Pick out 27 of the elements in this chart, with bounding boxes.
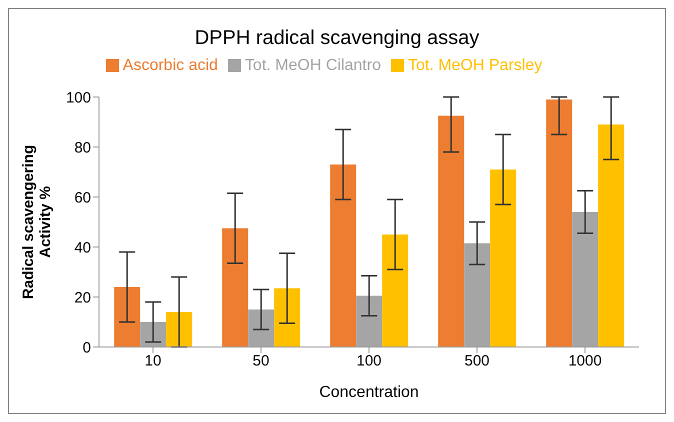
y-tick-label: 20 xyxy=(74,289,91,306)
bar xyxy=(438,116,464,347)
bar xyxy=(546,100,572,347)
x-tick-label: 10 xyxy=(144,352,162,370)
bar xyxy=(490,170,516,347)
x-axis-title: Concentration xyxy=(319,384,419,401)
x-tick-label: 1000 xyxy=(568,352,602,370)
y-axis-title: Radical scavengering Activity % xyxy=(20,144,54,300)
y-tick-label: 40 xyxy=(74,239,91,256)
y-tick-label: 100 xyxy=(66,89,91,106)
y-tick-label: 0 xyxy=(82,339,91,356)
chart-title: DPPH radical scavenging assay xyxy=(194,27,480,51)
legend-label: Tot. MeOH Cilantro xyxy=(244,57,381,74)
bar xyxy=(274,288,300,347)
bar xyxy=(382,234,408,347)
y-tick-label: 80 xyxy=(74,139,91,156)
x-tick-label: 100 xyxy=(356,352,382,370)
bar xyxy=(598,124,624,347)
bar xyxy=(222,228,248,347)
bar xyxy=(114,287,140,347)
legend-label: Tot. MeOH Parsley xyxy=(408,57,542,74)
bar xyxy=(330,164,356,347)
x-tick-label: 50 xyxy=(252,352,270,370)
y-tick-label: 60 xyxy=(74,189,91,206)
bar xyxy=(166,312,192,347)
legend-label: Ascorbic acid xyxy=(122,57,218,74)
x-tick-label: 500 xyxy=(464,352,490,370)
